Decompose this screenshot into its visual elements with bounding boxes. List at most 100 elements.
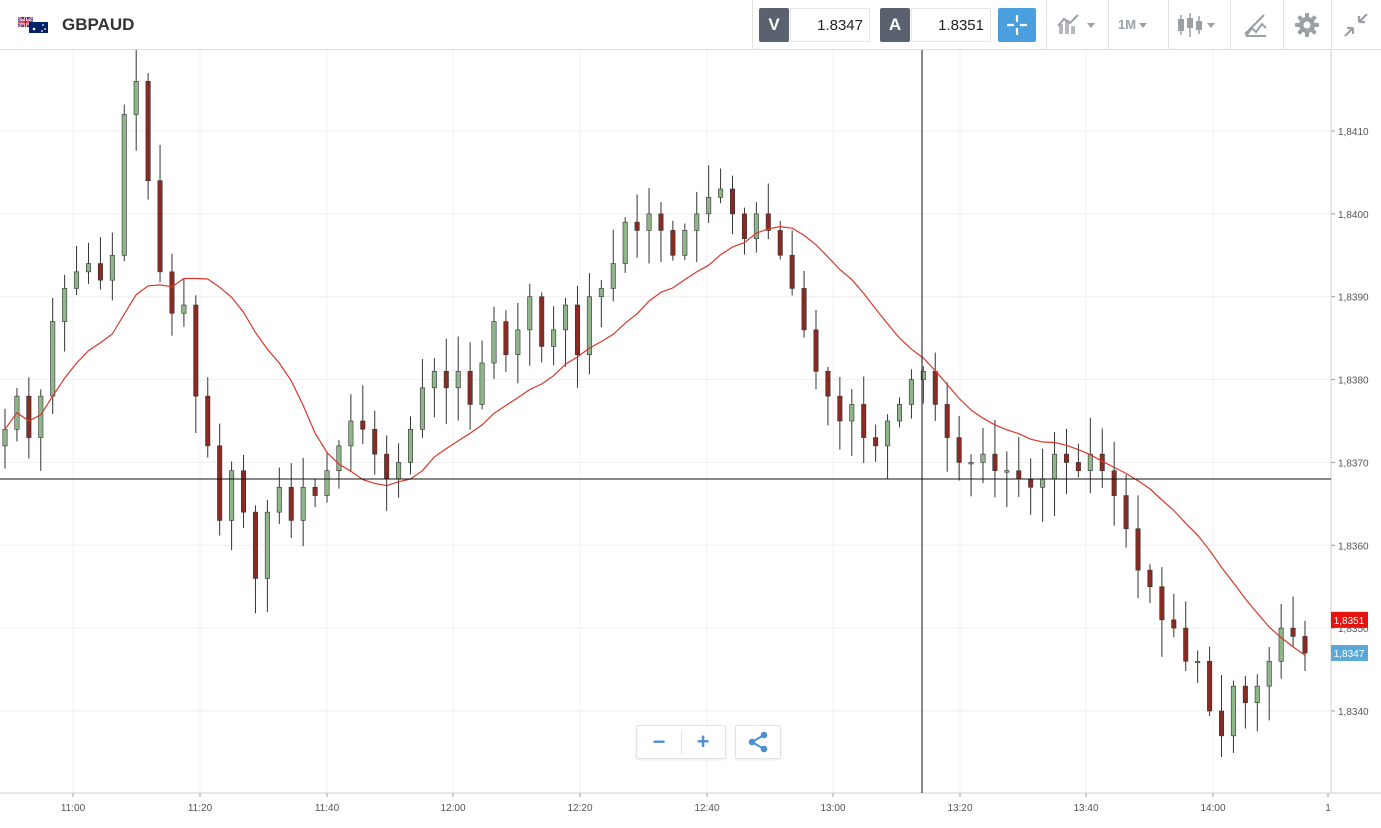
- chart-header: GBPAUD V 1.8347 A 1.8351 1M: [0, 0, 1381, 50]
- candle-body: [1052, 453, 1058, 480]
- candle-body: [109, 254, 115, 281]
- candle-body: [157, 180, 163, 273]
- candle-body: [133, 80, 139, 115]
- candle-body: [300, 486, 306, 521]
- candle-body: [789, 254, 795, 289]
- candle-body: [503, 321, 509, 356]
- divider: [681, 730, 682, 754]
- candle-body: [694, 213, 700, 231]
- candle-body: [408, 428, 414, 463]
- candle-body: [97, 263, 103, 281]
- candle-body: [348, 420, 354, 447]
- drawing-tools-icon: [1244, 14, 1267, 37]
- candle-body: [1254, 685, 1260, 704]
- candle-body: [849, 404, 855, 422]
- candle-body: [1195, 660, 1201, 664]
- zoom-in-button[interactable]: +: [696, 729, 710, 754]
- candle-body: [1230, 685, 1236, 737]
- timeframe-dropdown[interactable]: 1M: [1118, 10, 1164, 40]
- candle-body: [586, 296, 592, 356]
- candle-body: [1290, 627, 1296, 637]
- candlestick-chart[interactable]: 1,8410 1,8400 1,8390 1,8380 1,8370 1,8360 1,83…: [0, 46, 1381, 823]
- candle-body: [980, 453, 986, 463]
- price-chart[interactable]: 1,8410 1,8400 1,8390 1,8380 1,8370 1,8360 1,83…: [0, 46, 1381, 823]
- candle-body: [515, 329, 521, 356]
- candle-body: [2, 428, 8, 447]
- candle-body: [837, 395, 843, 422]
- candle-body: [85, 263, 91, 273]
- y-tick-label: 1,8350: [1338, 624, 1369, 635]
- bid-price[interactable]: 1.8347: [790, 8, 870, 42]
- candle-body: [1159, 586, 1165, 621]
- candlestick-type-icon: [1178, 13, 1202, 37]
- candle-body: [1171, 619, 1177, 629]
- candle-body: [753, 213, 759, 240]
- bid-price-label: 1,8347: [1334, 649, 1365, 660]
- fullscreen-button[interactable]: [1341, 10, 1371, 40]
- candle-body: [1123, 495, 1129, 530]
- candle-body: [479, 362, 485, 405]
- divider: [1230, 0, 1231, 50]
- divider: [1046, 0, 1047, 50]
- candle-body: [1266, 660, 1272, 687]
- candle-body: [467, 370, 473, 405]
- settings-button[interactable]: [1292, 10, 1322, 40]
- candle-body: [682, 230, 688, 256]
- candle-body: [193, 304, 199, 397]
- indicators-button[interactable]: [1056, 10, 1102, 40]
- y-tick-label: 1,8360: [1338, 541, 1369, 552]
- candle-body: [873, 437, 879, 447]
- candle-body: [1075, 462, 1081, 472]
- x-tick-label: 13:00: [820, 803, 845, 814]
- y-tick-label: 1,8340: [1338, 707, 1369, 718]
- candle-body: [1004, 470, 1010, 473]
- candle-body: [62, 288, 68, 322]
- candle-body: [813, 329, 819, 372]
- crosshair-icon: [1007, 15, 1027, 35]
- x-tick-label: 11:40: [315, 803, 340, 814]
- candle-body: [944, 404, 950, 438]
- candle-body: [527, 296, 533, 331]
- x-tick-label: 12:20: [567, 803, 592, 814]
- candle-body: [885, 420, 891, 447]
- y-tick-label: 1,8380: [1338, 376, 1369, 387]
- candle-body: [563, 304, 569, 331]
- candle-body: [1016, 470, 1022, 480]
- y-tick-label: 1,8390: [1338, 293, 1369, 304]
- ask-price-label: 1,8351: [1334, 616, 1365, 627]
- crosshair-button[interactable]: [998, 8, 1036, 42]
- candle-body: [372, 428, 378, 455]
- moving-average-line: [4, 225, 1306, 656]
- candle-body: [1183, 627, 1189, 662]
- drawing-tools-button[interactable]: [1240, 10, 1280, 40]
- candle-body: [861, 404, 867, 438]
- candle-body: [658, 213, 664, 231]
- x-tick-label: 11:20: [188, 803, 213, 814]
- zoom-out-button[interactable]: −: [652, 729, 666, 754]
- candle-body: [1278, 627, 1284, 662]
- chart-type-dropdown[interactable]: [1176, 10, 1222, 40]
- x-tick-label: 13:40: [1073, 803, 1098, 814]
- candle-body: [217, 445, 223, 521]
- candle-body: [1242, 685, 1248, 704]
- candle-body: [801, 288, 807, 331]
- candle-body: [765, 213, 771, 231]
- fullscreen-collapse-icon: [1344, 13, 1368, 37]
- candle-body: [932, 370, 938, 405]
- candle-body: [26, 395, 32, 438]
- candle-body: [1207, 660, 1213, 712]
- candle-body: [1063, 453, 1069, 463]
- y-tick-label: 1,8400: [1338, 210, 1369, 221]
- candle-body: [730, 188, 736, 215]
- candle-body: [1087, 453, 1093, 472]
- timeframe-label: 1M: [1118, 17, 1137, 32]
- share-button[interactable]: [735, 725, 781, 759]
- candle-body: [491, 321, 497, 364]
- zoom-controls: − +: [636, 725, 726, 759]
- candle-body: [670, 230, 676, 256]
- candle-body: [992, 453, 998, 472]
- y-tick-label: 1,8370: [1338, 458, 1369, 469]
- settings-gear-icon: [1295, 13, 1319, 37]
- candle-body: [169, 271, 175, 314]
- ask-price[interactable]: 1.8351: [911, 8, 991, 42]
